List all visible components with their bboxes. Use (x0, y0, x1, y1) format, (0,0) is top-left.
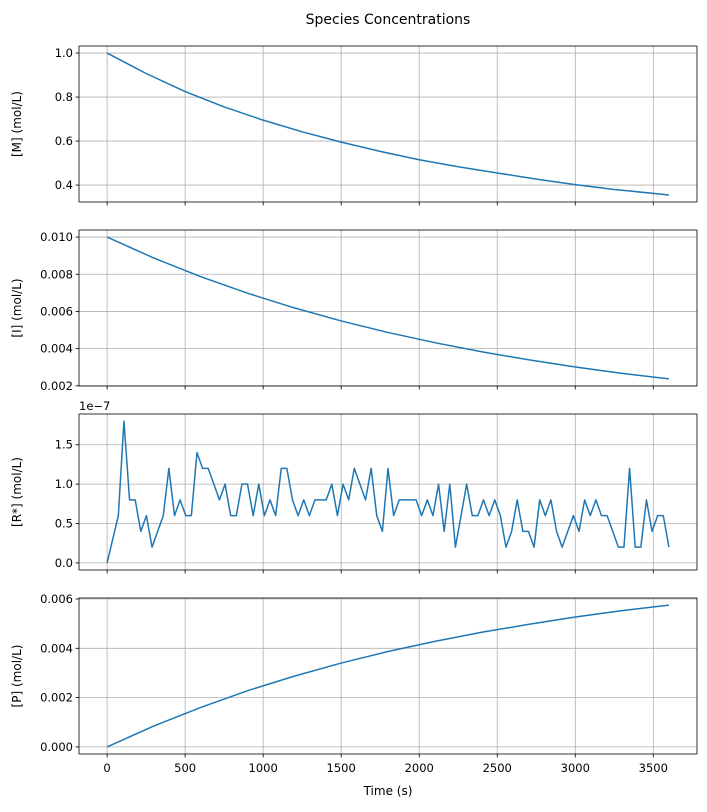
x-tick-label: 0 (103, 761, 110, 775)
x-tick-label: 3000 (561, 761, 590, 775)
chart-title: Species Concentrations (306, 12, 471, 28)
y-tick-label: 0.6 (55, 134, 73, 148)
x-axis-label: Time (s) (363, 784, 413, 798)
y-tick-label: 0.5 (55, 517, 73, 531)
y-axis-label: [M] (mol/L) (10, 91, 24, 157)
axes-frame (78, 45, 698, 203)
x-tick-label: 1000 (249, 761, 278, 775)
y-axis-label: [I] (mol/L) (10, 278, 24, 337)
series-line (106, 52, 669, 196)
y-tick-label: 0.006 (40, 304, 73, 318)
axes-frame (78, 229, 698, 387)
axes-frame (78, 597, 698, 755)
x-tick-label: 2500 (483, 761, 512, 775)
offset-text: 1e−7 (79, 399, 110, 413)
x-tick-label: 1500 (327, 761, 356, 775)
y-tick-label: 1.0 (55, 46, 73, 60)
y-tick-label: 0.8 (55, 90, 73, 104)
y-axis-label: [R*] (mol/L) (10, 457, 24, 527)
y-tick-label: 1.5 (55, 438, 73, 452)
y-tick-label: 0.002 (40, 379, 73, 393)
subplot-4: 0 500 1000 1500 2000 2500 3000 3500 0.000 0.002 0.… (10, 592, 698, 775)
subplot-2: 0.002 0.004 0.006 0.008 0.010 [I] (mol/L) (10, 229, 698, 393)
y-tick-label: 0.004 (40, 641, 73, 655)
series-line (106, 604, 669, 748)
y-tick-label: 0.000 (40, 740, 73, 754)
series-line (106, 236, 669, 380)
subplot-1: 0.4 0.6 0.8 1.0 [M] (mol/L) (10, 45, 698, 206)
x-tick-label: 2000 (405, 761, 434, 775)
y-tick-label: 0.4 (55, 178, 73, 192)
y-tick-label: 0.0 (55, 556, 73, 570)
y-axis-label: [P] (mol/L) (10, 645, 24, 708)
axes-frame (78, 413, 698, 571)
y-tick-label: 0.004 (40, 342, 73, 356)
y-tick-label: 0.010 (40, 230, 73, 244)
y-tick-label: 0.002 (40, 691, 73, 705)
series-line (106, 420, 670, 564)
y-tick-label: 0.008 (40, 267, 73, 281)
y-tick-label: 1.0 (55, 477, 73, 491)
x-tick-label: 500 (174, 761, 196, 775)
x-tick-label: 3500 (639, 761, 668, 775)
subplot-3: 0.0 0.5 1.0 1.5 [R*] (mol/L) 1e−7 (10, 399, 698, 574)
y-tick-label: 0.006 (40, 592, 73, 606)
